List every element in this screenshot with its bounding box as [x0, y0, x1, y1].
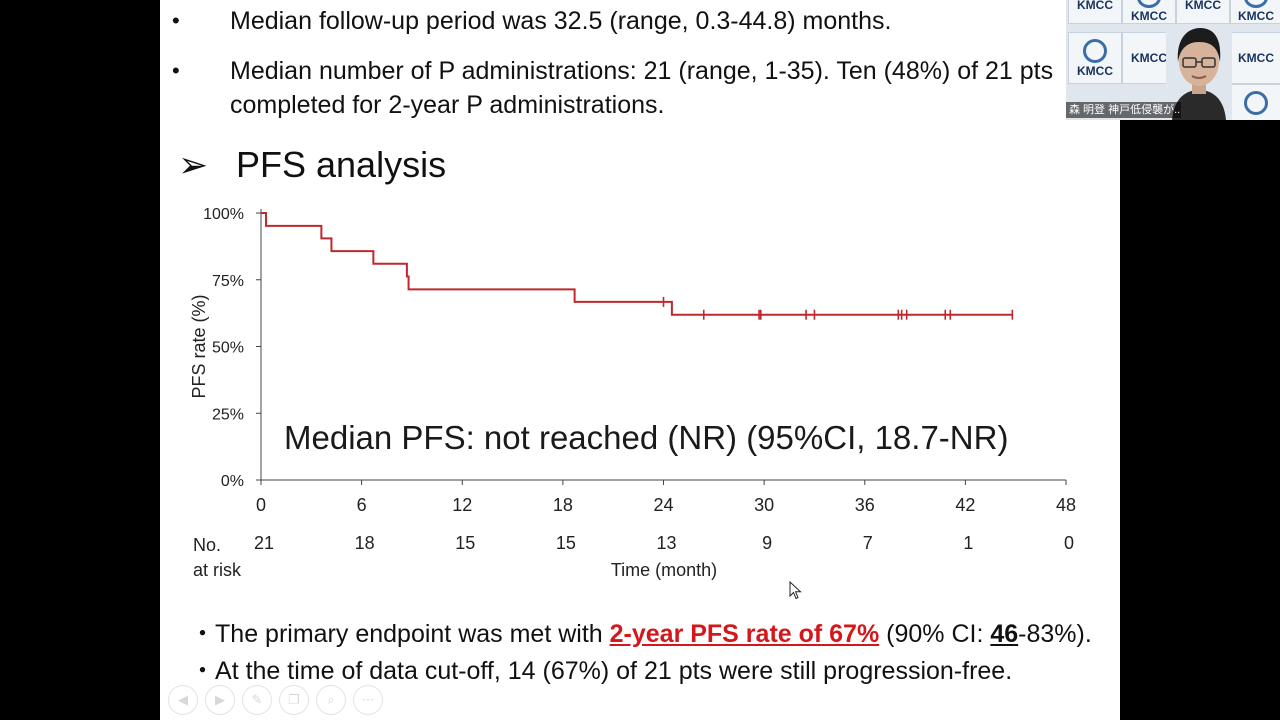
- bottom-dot: ・: [190, 620, 216, 648]
- x-tick-label: 48: [1056, 495, 1076, 515]
- risk-table-label: No.: [193, 535, 221, 555]
- participant-thumbnail[interactable]: KMCC: [1068, 0, 1122, 24]
- participant-thumbnail[interactable]: KMCC: [1230, 32, 1280, 84]
- endpoint-post: -83%).: [1018, 620, 1092, 648]
- participant-thumbnail[interactable]: KMCC: [1122, 0, 1176, 24]
- kmcc-logo-label: KMCC: [1131, 9, 1167, 23]
- arrow-bullet-icon: ➢: [178, 144, 209, 185]
- x-tick-label: 24: [653, 495, 673, 515]
- slide-toolbar: ◀ ▶ ✎ ❐ ⌕ ⋯: [168, 685, 383, 715]
- kmcc-logo-icon: [1244, 0, 1268, 8]
- x-tick-label: 42: [955, 495, 975, 515]
- section-heading: ➢ PFS analysis: [178, 144, 446, 186]
- next-slide-button[interactable]: ▶: [205, 685, 235, 715]
- risk-table-label: at risk: [193, 560, 242, 580]
- kmcc-logo-label: KMCC: [1238, 51, 1274, 65]
- kmcc-logo-label: KMCC: [1077, 63, 1113, 78]
- endpoint-mid: (90% CI:: [879, 620, 991, 648]
- risk-count: 0: [1064, 533, 1074, 553]
- x-tick-label: 36: [855, 495, 875, 515]
- x-tick-label: 0: [256, 495, 266, 515]
- bullet-administrations-line2: completed for 2-year P administrations.: [230, 91, 665, 119]
- section-title: PFS analysis: [236, 144, 447, 185]
- y-tick-label: 50%: [212, 340, 244, 357]
- slides-icon: ❐: [288, 692, 300, 707]
- bullet-follow-up: Median follow-up period was 32.5 (range,…: [230, 7, 892, 35]
- more-options-button[interactable]: ⋯: [353, 685, 383, 715]
- risk-count: 18: [355, 533, 375, 553]
- bullet-administrations-line1: Median number of P administrations: 21 (…: [230, 57, 1054, 85]
- y-tick-label: 25%: [212, 406, 244, 423]
- kmcc-logo-label: KMCC: [1077, 0, 1113, 12]
- participant-thumbnail[interactable]: KMCC: [1176, 0, 1230, 24]
- mouse-cursor-icon: [789, 581, 802, 600]
- prev-icon: ◀: [178, 692, 188, 707]
- kmcc-logo-label: KMCC: [1238, 9, 1274, 23]
- y-tick-label: 100%: [203, 206, 244, 223]
- x-tick-label: 18: [553, 495, 573, 515]
- x-axis-label: Time (month): [611, 560, 717, 580]
- kmcc-logo-label: KMCC: [1185, 0, 1221, 12]
- x-tick-label: 12: [452, 495, 472, 515]
- next-icon: ▶: [215, 692, 225, 707]
- participant-thumbnail[interactable]: KMCC: [1068, 32, 1122, 84]
- risk-count: 21: [254, 533, 274, 553]
- speaker-name-label: 森 明登 神戸低侵襲が...: [1066, 102, 1181, 118]
- pen-button[interactable]: ✎: [242, 685, 272, 715]
- x-tick-label: 6: [357, 495, 367, 515]
- bottom-line-primary-endpoint: ・The primary endpoint was met with 2-yea…: [190, 614, 1092, 650]
- prev-slide-button[interactable]: ◀: [168, 685, 198, 715]
- risk-count: 1: [963, 533, 973, 553]
- bullet-dot: •: [172, 58, 180, 83]
- participant-thumbnail[interactable]: KMCC: [1230, 0, 1280, 24]
- x-tick-label: 30: [754, 495, 774, 515]
- y-axis-label: PFS rate (%): [189, 294, 209, 398]
- kmcc-logo-icon: [1244, 90, 1268, 115]
- progression-free-text: At the time of data cut-off, 14 (67%) of…: [215, 657, 1013, 685]
- zoom-button[interactable]: ⌕: [316, 685, 346, 715]
- pfs-rate-highlight: 2-year PFS rate of 67%: [609, 620, 880, 648]
- bottom-line-progression-free: ・At the time of data cut-off, 14 (67%) o…: [190, 651, 1012, 687]
- ci-lower-bound: 46: [990, 620, 1019, 648]
- presentation-slide: • Median follow-up period was 32.5 (rang…: [160, 0, 1120, 720]
- y-tick-label: 0%: [221, 473, 244, 490]
- median-pfs-note: Median PFS: not reached (NR) (95%CI, 18.…: [284, 419, 1008, 456]
- kmcc-logo-icon: [1083, 38, 1107, 63]
- risk-count: 15: [556, 533, 576, 553]
- risk-count: 15: [455, 533, 475, 553]
- kmcc-logo-icon: [1137, 0, 1161, 8]
- risk-count: 9: [762, 533, 772, 553]
- speaker-video[interactable]: [1166, 24, 1232, 120]
- pen-icon: ✎: [251, 692, 263, 707]
- participant-thumbnail[interactable]: [1230, 84, 1280, 120]
- risk-count: 13: [656, 533, 676, 553]
- slides-button[interactable]: ❐: [279, 685, 309, 715]
- bullet-dot: •: [172, 8, 180, 33]
- zoom-icon: ⌕: [327, 692, 335, 707]
- km-chart: 0% 25% 50% 75% 100% 0 6 12 18 24 30 36 42 48 PFS rate …: [189, 206, 1076, 580]
- y-tick-label: 75%: [212, 273, 244, 290]
- pfs-survival-curve: [261, 212, 1013, 316]
- bottom-dot: ・: [190, 657, 216, 685]
- kmcc-logo-label: KMCC: [1131, 51, 1167, 65]
- endpoint-pre: The primary endpoint was met with: [215, 620, 610, 648]
- more-icon: ⋯: [361, 692, 375, 707]
- risk-count: 7: [863, 533, 873, 553]
